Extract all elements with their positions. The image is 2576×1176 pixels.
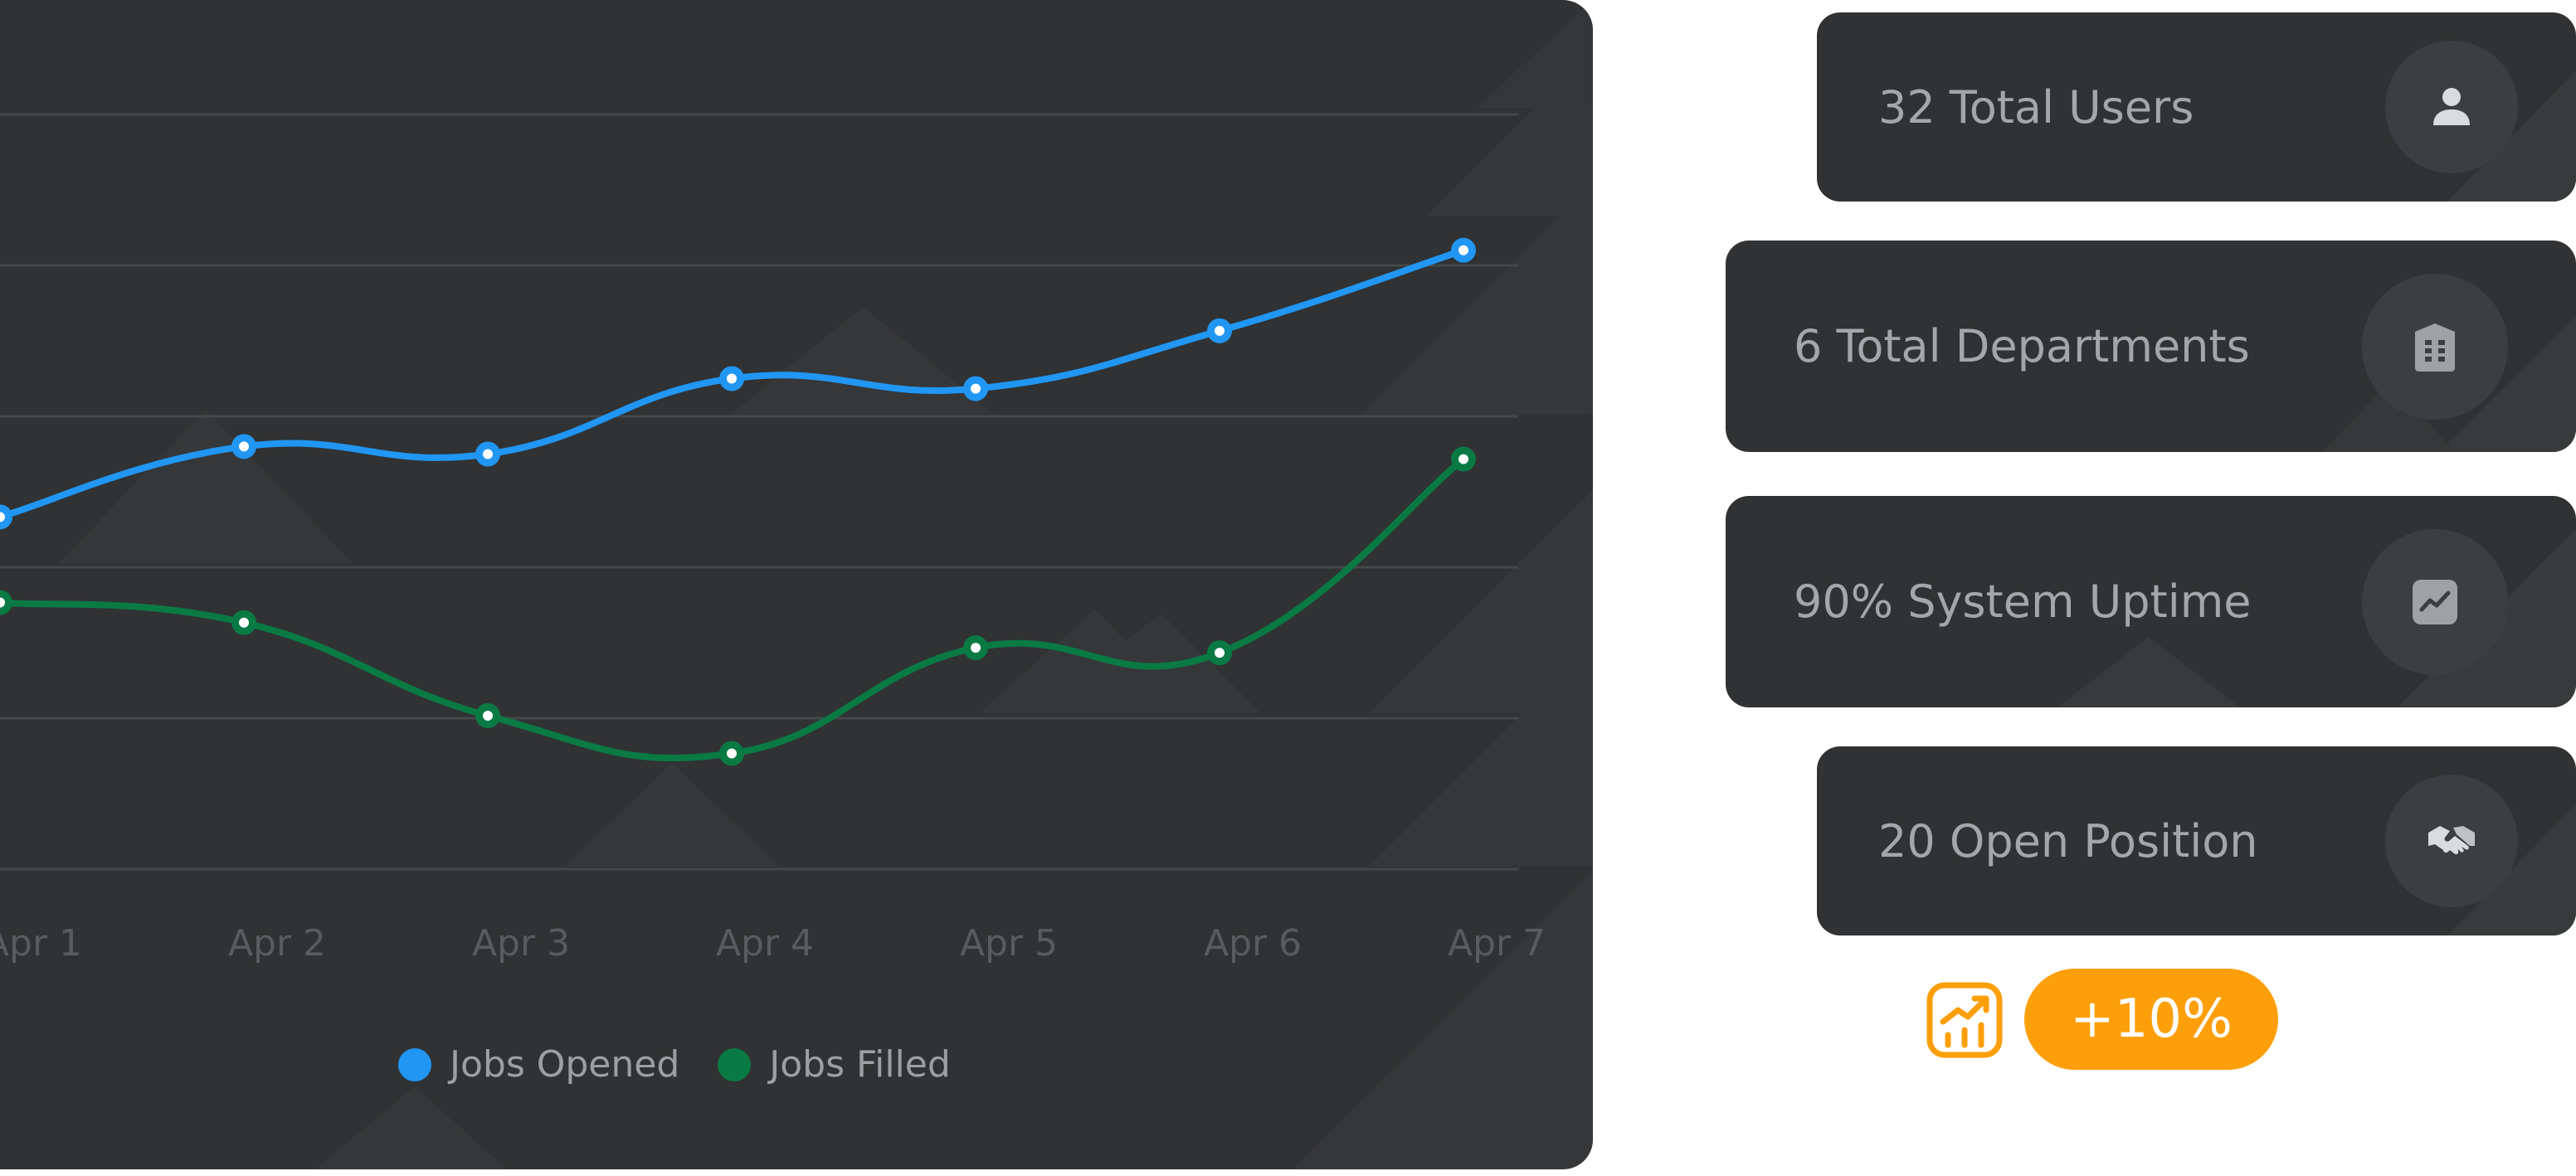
card-pattern [2447, 70, 2576, 202]
line-chart: Apr 1 Apr 2 Apr 3 Apr 4 Apr 5 Apr 6 Apr 7 [0, 113, 1546, 965]
stat-card-open-position[interactable]: 20 Open Position [1817, 746, 2576, 935]
data-point-center [1458, 454, 1468, 464]
data-point-center [0, 597, 5, 608]
stat-label: 32 Total Users [1878, 80, 2194, 134]
stat-card-system-uptime[interactable]: 90% System Uptime [1726, 496, 2576, 707]
x-tick-label: Apr 5 [960, 922, 1058, 965]
stat-label: 90% System Uptime [1794, 576, 2252, 628]
background-pattern [0, 0, 1593, 1169]
data-point-center [483, 449, 493, 459]
legend-label-jobs-opened: Jobs Opened [450, 1043, 680, 1086]
data-point-center [1215, 325, 1225, 336]
legend-swatch-jobs-filled [718, 1047, 752, 1081]
legend-label-jobs-filled: Jobs Filled [769, 1043, 951, 1086]
trend-icon [2362, 528, 2508, 675]
data-point-center [1215, 648, 1225, 658]
data-point-center [971, 383, 981, 394]
x-tick-label: Apr 7 [1448, 922, 1546, 965]
legend-item-jobs-opened[interactable]: Jobs Opened [398, 1043, 679, 1086]
x-tick-label: Apr 4 [716, 922, 814, 965]
legend-swatch-jobs-opened [398, 1047, 431, 1081]
x-tick-label: Apr 2 [228, 922, 326, 965]
data-point-center [1458, 245, 1468, 255]
data-point-center [483, 710, 493, 721]
data-point-center [971, 643, 981, 654]
x-tick-label: Apr 3 [472, 922, 570, 965]
stat-card-total-departments[interactable]: 6 Total Departments [1726, 241, 2576, 452]
stat-card-total-users[interactable]: 32 Total Users [1817, 12, 2576, 202]
data-point-center [727, 748, 737, 759]
data-point-jobs-opened [0, 504, 12, 530]
building-icon [2362, 273, 2508, 420]
user-icon [2385, 41, 2518, 173]
chart-legend: Jobs Opened Jobs Filled [398, 1043, 951, 1086]
jobs-chart-panel: Apr 1 Apr 2 Apr 3 Apr 4 Apr 5 Apr 6 Apr 7 Jobs… [0, 0, 1593, 1169]
legend-item-jobs-filled[interactable]: Jobs Filled [718, 1043, 951, 1086]
series-line-jobs-filled [0, 455, 1467, 761]
data-point-center [727, 373, 737, 384]
handshake-icon [2385, 775, 2518, 907]
x-tick-label: Apr 6 [1204, 922, 1302, 965]
data-point-center [239, 441, 249, 452]
growth-badge: +10% [2024, 969, 2278, 1070]
chart-growth-icon [1926, 982, 2003, 1058]
data-point-jobs-filled [0, 590, 12, 615]
stat-label: 20 Open Position [1878, 814, 2258, 867]
card-pattern [2447, 804, 2576, 935]
data-point-center [0, 512, 5, 522]
stat-label: 6 Total Departments [1794, 320, 2250, 372]
card-pattern [2323, 315, 2576, 452]
data-point-center [239, 617, 249, 628]
x-tick-label: Apr 1 [0, 922, 82, 965]
